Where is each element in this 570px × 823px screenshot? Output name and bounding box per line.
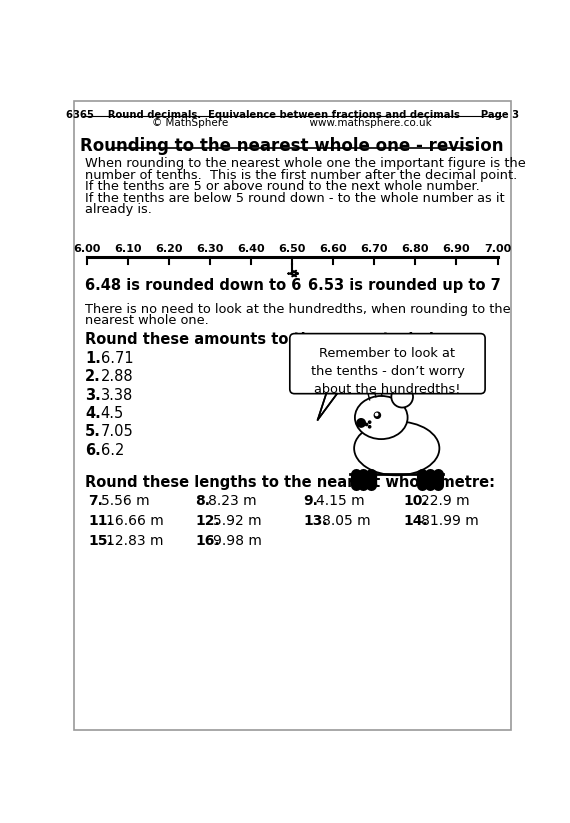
Text: 6365    Round decimals.  Equivalence between fractions and decimals      Page 3: 6365 Round decimals. Equivalence between… bbox=[66, 109, 519, 119]
Text: 8.23 m: 8.23 m bbox=[207, 494, 256, 508]
Text: 2.: 2. bbox=[85, 369, 101, 384]
Ellipse shape bbox=[354, 421, 439, 476]
Text: © MathSphere                         www.mathsphere.co.uk: © MathSphere www.mathsphere.co.uk bbox=[152, 118, 432, 128]
Text: If the tenths are below 5 round down - to the whole number as it: If the tenths are below 5 round down - t… bbox=[85, 192, 505, 205]
Text: number of tenths.  This is the first number after the decimal point.: number of tenths. This is the first numb… bbox=[85, 169, 518, 182]
Circle shape bbox=[374, 412, 381, 418]
Text: Remember to look at
the tenths - don’t worry
about the hundredths!: Remember to look at the tenths - don’t w… bbox=[311, 347, 465, 397]
Text: There is no need to look at the hundredths, when rounding to the: There is no need to look at the hundredt… bbox=[85, 303, 511, 316]
Text: Round these amounts to the nearest whole one:: Round these amounts to the nearest whole… bbox=[85, 332, 486, 347]
Text: 6.90: 6.90 bbox=[443, 244, 470, 254]
Text: 1.: 1. bbox=[85, 351, 101, 365]
Text: 3.38: 3.38 bbox=[101, 388, 133, 402]
Text: 6.48 is rounded down to 6: 6.48 is rounded down to 6 bbox=[85, 278, 302, 293]
Text: 15.: 15. bbox=[88, 534, 113, 548]
Text: 8.05 m: 8.05 m bbox=[321, 514, 370, 528]
Text: 81.99 m: 81.99 m bbox=[421, 514, 479, 528]
Text: When rounding to the nearest whole one the important figure is the: When rounding to the nearest whole one t… bbox=[85, 157, 526, 170]
Text: 7.: 7. bbox=[88, 494, 103, 508]
Text: 6.71: 6.71 bbox=[101, 351, 133, 365]
Ellipse shape bbox=[392, 386, 413, 407]
Text: already is.: already is. bbox=[85, 203, 152, 216]
Text: 6.60: 6.60 bbox=[319, 244, 347, 254]
Text: 7.05: 7.05 bbox=[101, 425, 133, 439]
Text: 5.: 5. bbox=[85, 425, 101, 439]
Text: If the tenths are 5 or above round to the next whole number.: If the tenths are 5 or above round to th… bbox=[85, 180, 480, 193]
Text: Round these lengths to the nearest whole metre:: Round these lengths to the nearest whole… bbox=[85, 476, 495, 491]
Text: 6.50: 6.50 bbox=[278, 244, 306, 254]
Circle shape bbox=[376, 413, 378, 416]
Text: 12.83 m: 12.83 m bbox=[106, 534, 164, 548]
Text: 4.5: 4.5 bbox=[101, 406, 124, 421]
Text: 7.00: 7.00 bbox=[484, 244, 511, 254]
Text: 6.53 is rounded up to 7: 6.53 is rounded up to 7 bbox=[308, 278, 500, 293]
Text: 9.98 m: 9.98 m bbox=[213, 534, 262, 548]
Circle shape bbox=[368, 421, 371, 423]
Text: 6.00: 6.00 bbox=[73, 244, 100, 254]
Text: 6.2: 6.2 bbox=[101, 443, 124, 458]
Text: 12.: 12. bbox=[196, 514, 220, 528]
Text: 5.92 m: 5.92 m bbox=[213, 514, 262, 528]
Text: 6.80: 6.80 bbox=[402, 244, 429, 254]
Circle shape bbox=[365, 423, 368, 425]
Text: Rounding to the nearest whole one - revision: Rounding to the nearest whole one - revi… bbox=[80, 137, 504, 156]
Text: 6.40: 6.40 bbox=[237, 244, 265, 254]
Text: 16.66 m: 16.66 m bbox=[106, 514, 164, 528]
Text: 8.: 8. bbox=[196, 494, 210, 508]
Text: nearest whole one.: nearest whole one. bbox=[85, 314, 209, 328]
Text: 13.: 13. bbox=[304, 514, 328, 528]
Ellipse shape bbox=[355, 396, 408, 439]
Circle shape bbox=[368, 425, 371, 428]
Text: 4.15 m: 4.15 m bbox=[316, 494, 365, 508]
Text: 16.: 16. bbox=[196, 534, 220, 548]
FancyBboxPatch shape bbox=[290, 333, 485, 393]
Text: 14.: 14. bbox=[403, 514, 428, 528]
Text: 6.10: 6.10 bbox=[114, 244, 141, 254]
Text: 5.56 m: 5.56 m bbox=[101, 494, 149, 508]
Text: 2.88: 2.88 bbox=[101, 369, 133, 384]
Text: 22.9 m: 22.9 m bbox=[421, 494, 470, 508]
Text: 10.: 10. bbox=[403, 494, 428, 508]
Polygon shape bbox=[317, 393, 337, 420]
Text: 9.: 9. bbox=[304, 494, 319, 508]
Circle shape bbox=[357, 419, 365, 427]
Text: 6.: 6. bbox=[85, 443, 101, 458]
Text: 6.70: 6.70 bbox=[361, 244, 388, 254]
Text: 3.: 3. bbox=[85, 388, 101, 402]
FancyBboxPatch shape bbox=[74, 101, 511, 730]
Text: 6.20: 6.20 bbox=[155, 244, 182, 254]
Text: 4.: 4. bbox=[85, 406, 101, 421]
Text: 11.: 11. bbox=[88, 514, 113, 528]
Text: 6.30: 6.30 bbox=[196, 244, 223, 254]
